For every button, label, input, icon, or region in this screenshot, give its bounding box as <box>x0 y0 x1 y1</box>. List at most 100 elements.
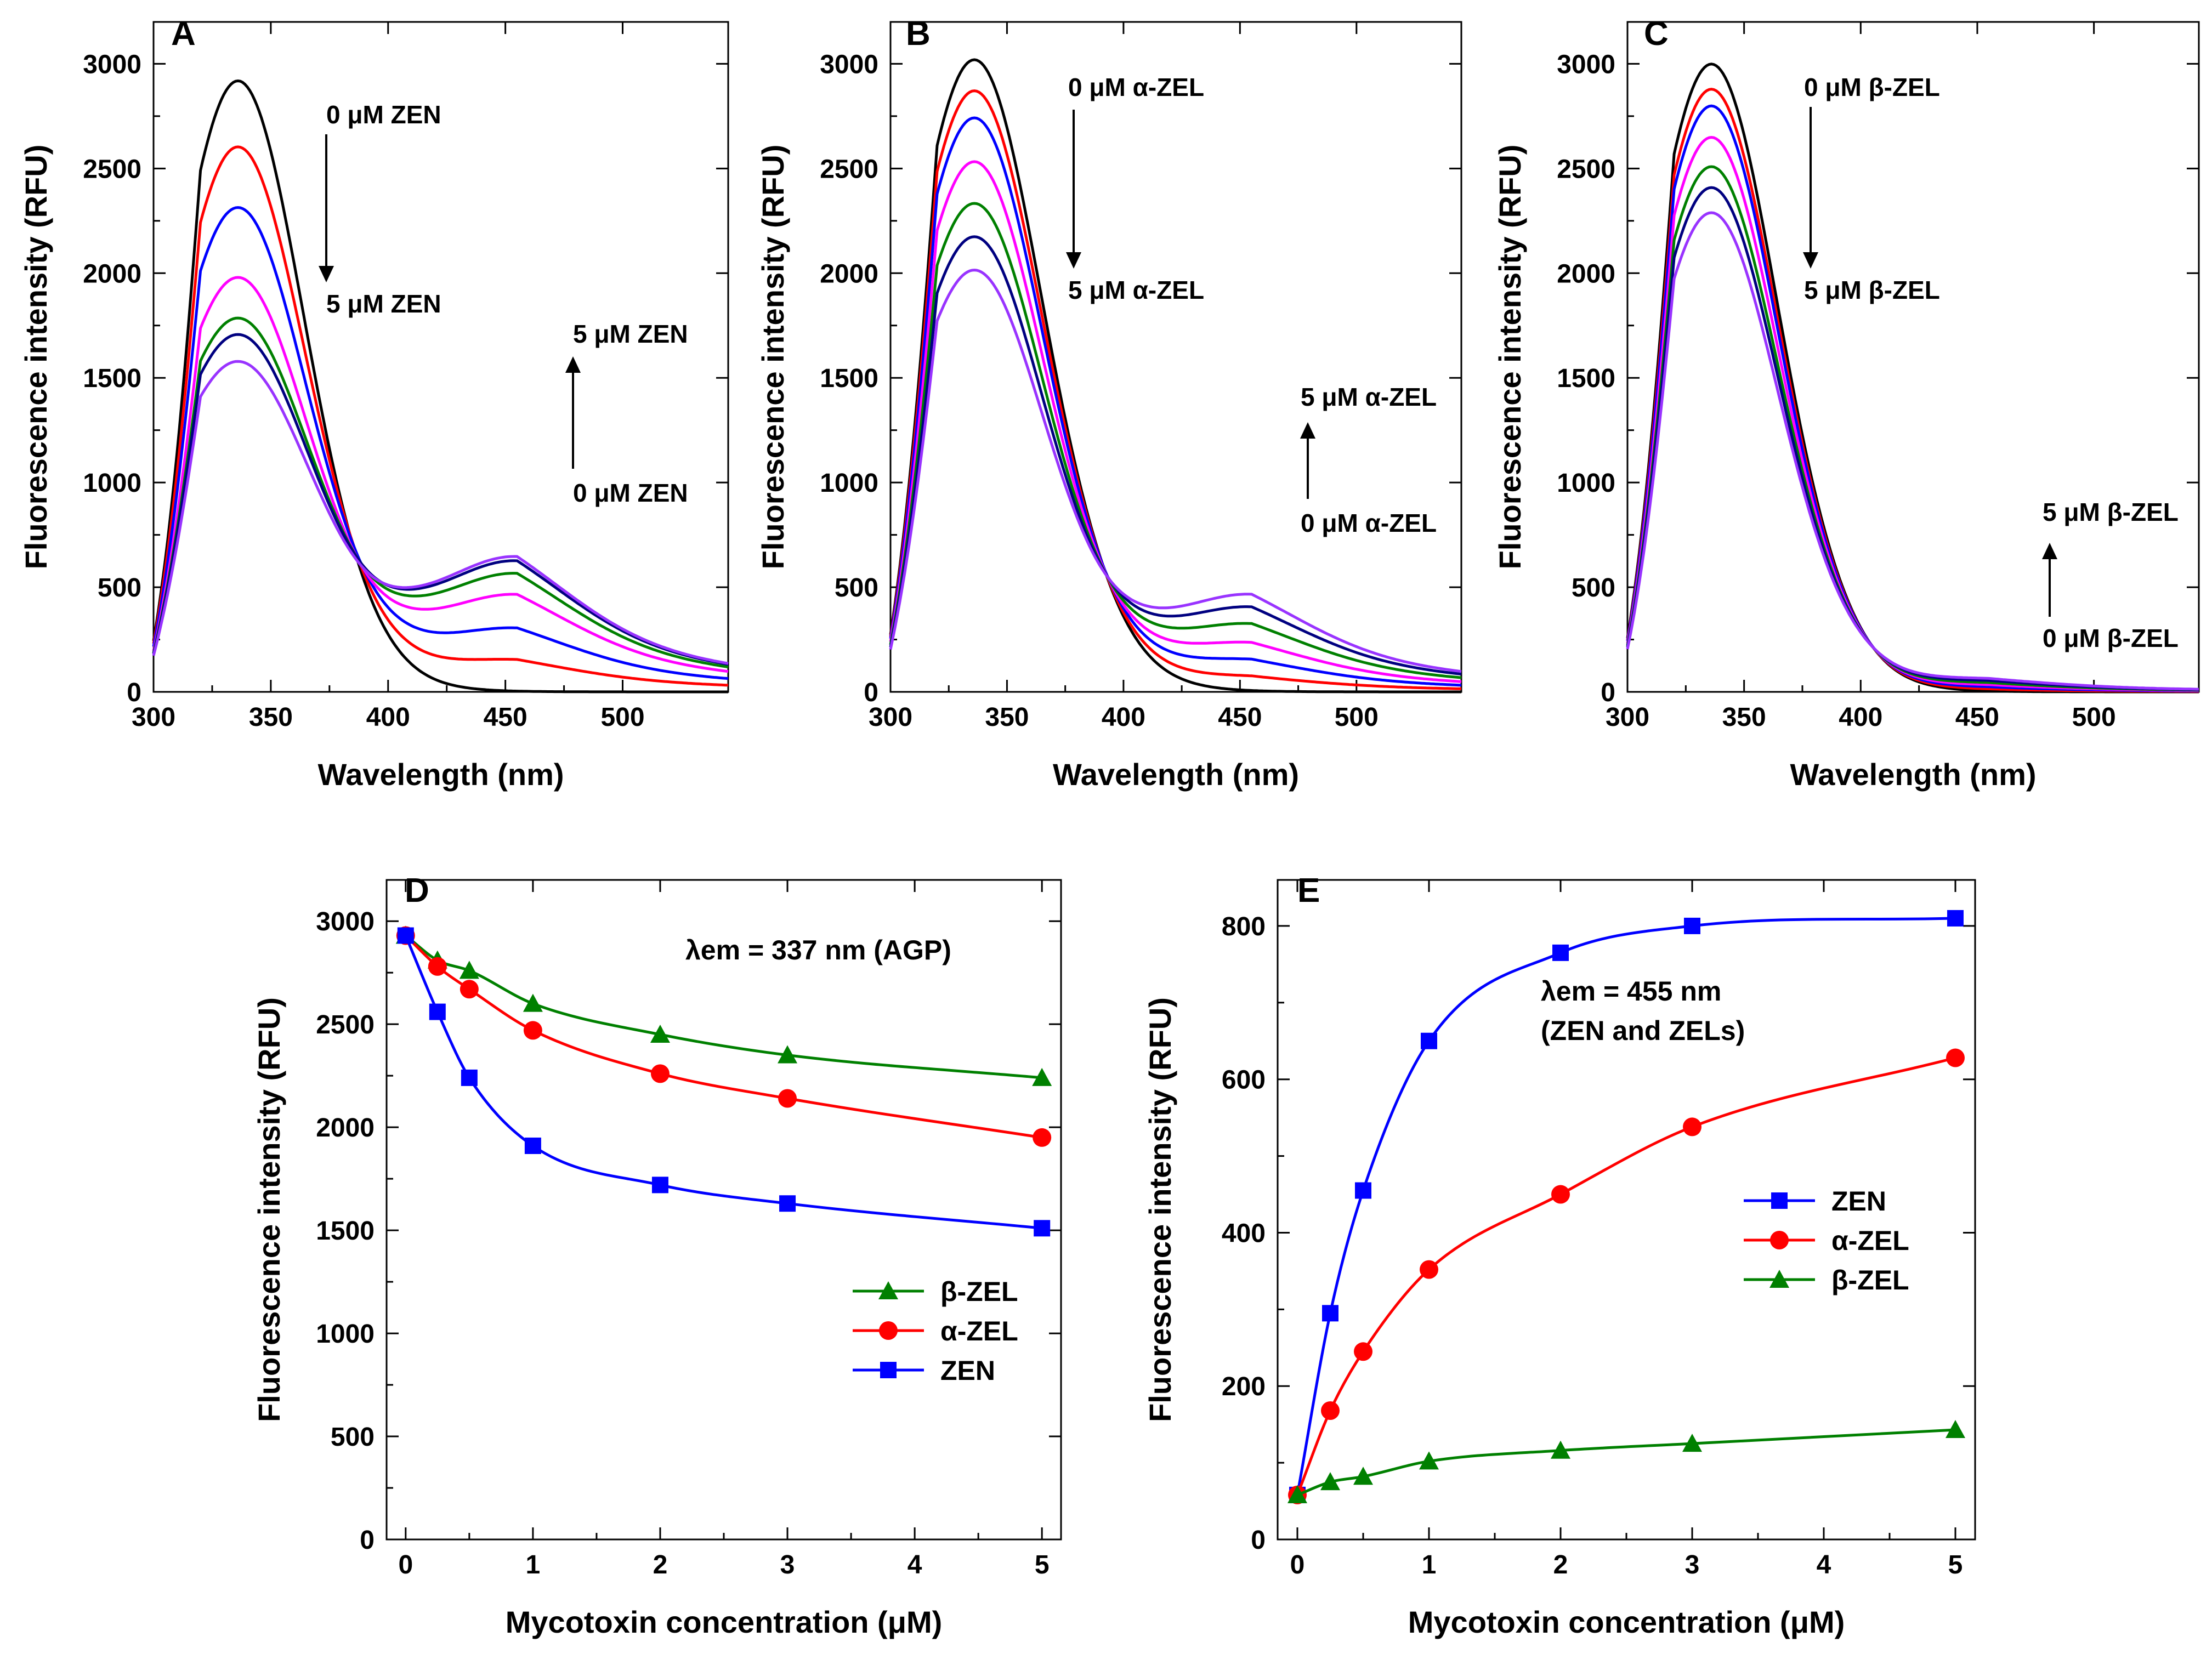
x-tick-label: 350 <box>249 703 293 732</box>
spectrum-line-4 <box>889 202 1462 679</box>
spectrum-line-1 <box>889 89 1462 690</box>
data-point <box>523 1021 542 1040</box>
data-point <box>1419 1451 1439 1470</box>
annotation-top-end: 5 μM ZEN <box>326 289 441 318</box>
data-point <box>1683 1117 1701 1136</box>
panel-B: 300 350 400 450 500 0 500 1000 1500 2000 2500 3000 W… <box>756 15 1462 792</box>
y-tick-label: 2000 <box>83 259 141 288</box>
y-tick-label: 400 <box>1222 1219 1266 1248</box>
y-tick-label: 3000 <box>820 50 878 79</box>
data-point <box>778 1089 797 1108</box>
chart-title: λem = 455 nm <box>1541 976 1721 1007</box>
annotation-bottom-end: 5 μM β-ZEL <box>2043 498 2179 526</box>
legend-label: ZEN <box>1831 1186 1886 1217</box>
y-tick-label: 1000 <box>316 1320 375 1349</box>
fit-line-2 <box>404 935 1042 1230</box>
x-tick-label: 2 <box>1553 1550 1568 1579</box>
spectrum-line-6 <box>1626 211 2199 691</box>
x-tick-label: 400 <box>1839 703 1882 732</box>
data-point <box>1947 910 1964 927</box>
y-axis-label: Fluorescence intensity (RFU) <box>252 997 286 1422</box>
annotation-top-end: 5 μM β-ZEL <box>1804 276 1940 304</box>
spectrum-line-0 <box>152 79 728 694</box>
data-point <box>778 1045 798 1064</box>
panel-label: B <box>906 15 931 53</box>
data-point <box>397 927 414 944</box>
x-tick-label: 450 <box>1955 703 1999 732</box>
quench-arrow-head <box>1066 252 1081 269</box>
annotation-bottom-start: 0 μM β-ZEL <box>2043 624 2179 652</box>
annotation-top-end: 5 μM α-ZEL <box>1068 276 1204 304</box>
data-point <box>1355 1182 1371 1199</box>
spectrum-line-6 <box>889 269 1462 673</box>
x-axis-label: Mycotoxin concentration (μM) <box>506 1605 943 1639</box>
spectrum-line-0 <box>889 58 1461 694</box>
plot-frame <box>152 21 729 693</box>
y-tick-label: 1500 <box>316 1217 375 1246</box>
annotation-bottom-end: 5 μM α-ZEL <box>1301 383 1437 411</box>
y-tick-label: 800 <box>1222 912 1266 941</box>
x-tick-label: 400 <box>366 703 410 732</box>
legend-label: α-ZEL <box>1831 1225 1909 1256</box>
x-tick-label: 350 <box>985 703 1029 732</box>
y-tick-label: 0 <box>127 678 141 707</box>
data-point <box>1684 917 1700 934</box>
spectrum-line-4 <box>1626 165 2199 692</box>
data-point <box>1354 1342 1372 1361</box>
spectrum-line-2 <box>889 116 1462 687</box>
data-point <box>1420 1260 1438 1279</box>
fit-line-1 <box>1296 1056 1956 1496</box>
x-axis-label: Wavelength (nm) <box>317 757 564 792</box>
y-tick-label: 1000 <box>1557 469 1615 498</box>
annotation-top-start: 0 μM ZEN <box>326 100 441 129</box>
panel-label: E <box>1297 872 1320 910</box>
annotation-bottom-end: 5 μM ZEN <box>573 320 688 348</box>
panel-label: C <box>1644 15 1669 53</box>
data-point <box>428 957 447 976</box>
y-axis-label: Fluorescence intensity (RFU) <box>19 145 53 570</box>
y-axis-label: Fluorescence intensity (RFU) <box>1493 145 1527 570</box>
panel-C: 300 350 400 450 500 0 500 1000 1500 2000 2500 3000 W… <box>1493 15 2200 792</box>
spectrum-line-2 <box>152 206 729 680</box>
x-tick-label: 4 <box>908 1550 922 1579</box>
data-point <box>1551 1440 1570 1459</box>
y-tick-label: 200 <box>1222 1372 1266 1401</box>
panel-D: 0 1 2 3 4 5 0 500 1000 1500 2000 2500 3000 Mycotoxin … <box>252 872 1062 1639</box>
x-tick-label: 450 <box>1218 703 1262 732</box>
y-tick-label: 500 <box>98 573 141 603</box>
x-tick-label: 300 <box>869 703 912 732</box>
annotation-bottom-start: 0 μM ZEN <box>573 479 688 507</box>
y-tick-label: 2500 <box>316 1010 375 1039</box>
spectrum-line-5 <box>889 235 1462 676</box>
y-tick-label: 1500 <box>820 364 878 393</box>
y-tick-label: 0 <box>1251 1526 1266 1555</box>
annotation-top-start: 0 μM α-ZEL <box>1068 73 1204 101</box>
annotation-bottom-start: 0 μM α-ZEL <box>1301 509 1437 537</box>
spectrum-line-1 <box>152 145 729 687</box>
data-point <box>1551 1185 1570 1204</box>
x-tick-label: 300 <box>132 703 175 732</box>
data-point <box>461 1069 478 1086</box>
legend-marker <box>1769 1270 1789 1288</box>
spectrum-line-0 <box>1626 62 2199 694</box>
y-tick-label: 2000 <box>1557 259 1615 288</box>
x-tick-label: 500 <box>2072 703 2116 732</box>
data-point <box>1033 1128 1052 1147</box>
quench-arrow-head <box>1803 252 1818 269</box>
panel-A: 300 350 400 450 500 0 500 1000 1500 2000 2500 3000 W… <box>19 15 729 792</box>
data-point <box>779 1195 796 1212</box>
y-tick-label: 500 <box>835 573 878 603</box>
y-axis-label: Fluorescence intensity (RFU) <box>756 145 790 570</box>
data-point <box>651 1177 668 1194</box>
data-point <box>650 1064 670 1083</box>
data-point <box>650 1024 670 1043</box>
y-tick-label: 2500 <box>820 155 878 184</box>
x-tick-label: 2 <box>653 1550 668 1579</box>
chart-title: λem = 337 nm (AGP) <box>685 935 951 965</box>
y-axis-label: Fluorescence intensity (RFU) <box>1143 997 1177 1422</box>
x-tick-label: 0 <box>1290 1550 1305 1579</box>
spectrum-line-3 <box>152 276 729 673</box>
y-tick-label: 2500 <box>83 155 141 184</box>
spectrum-line-6 <box>152 360 729 665</box>
